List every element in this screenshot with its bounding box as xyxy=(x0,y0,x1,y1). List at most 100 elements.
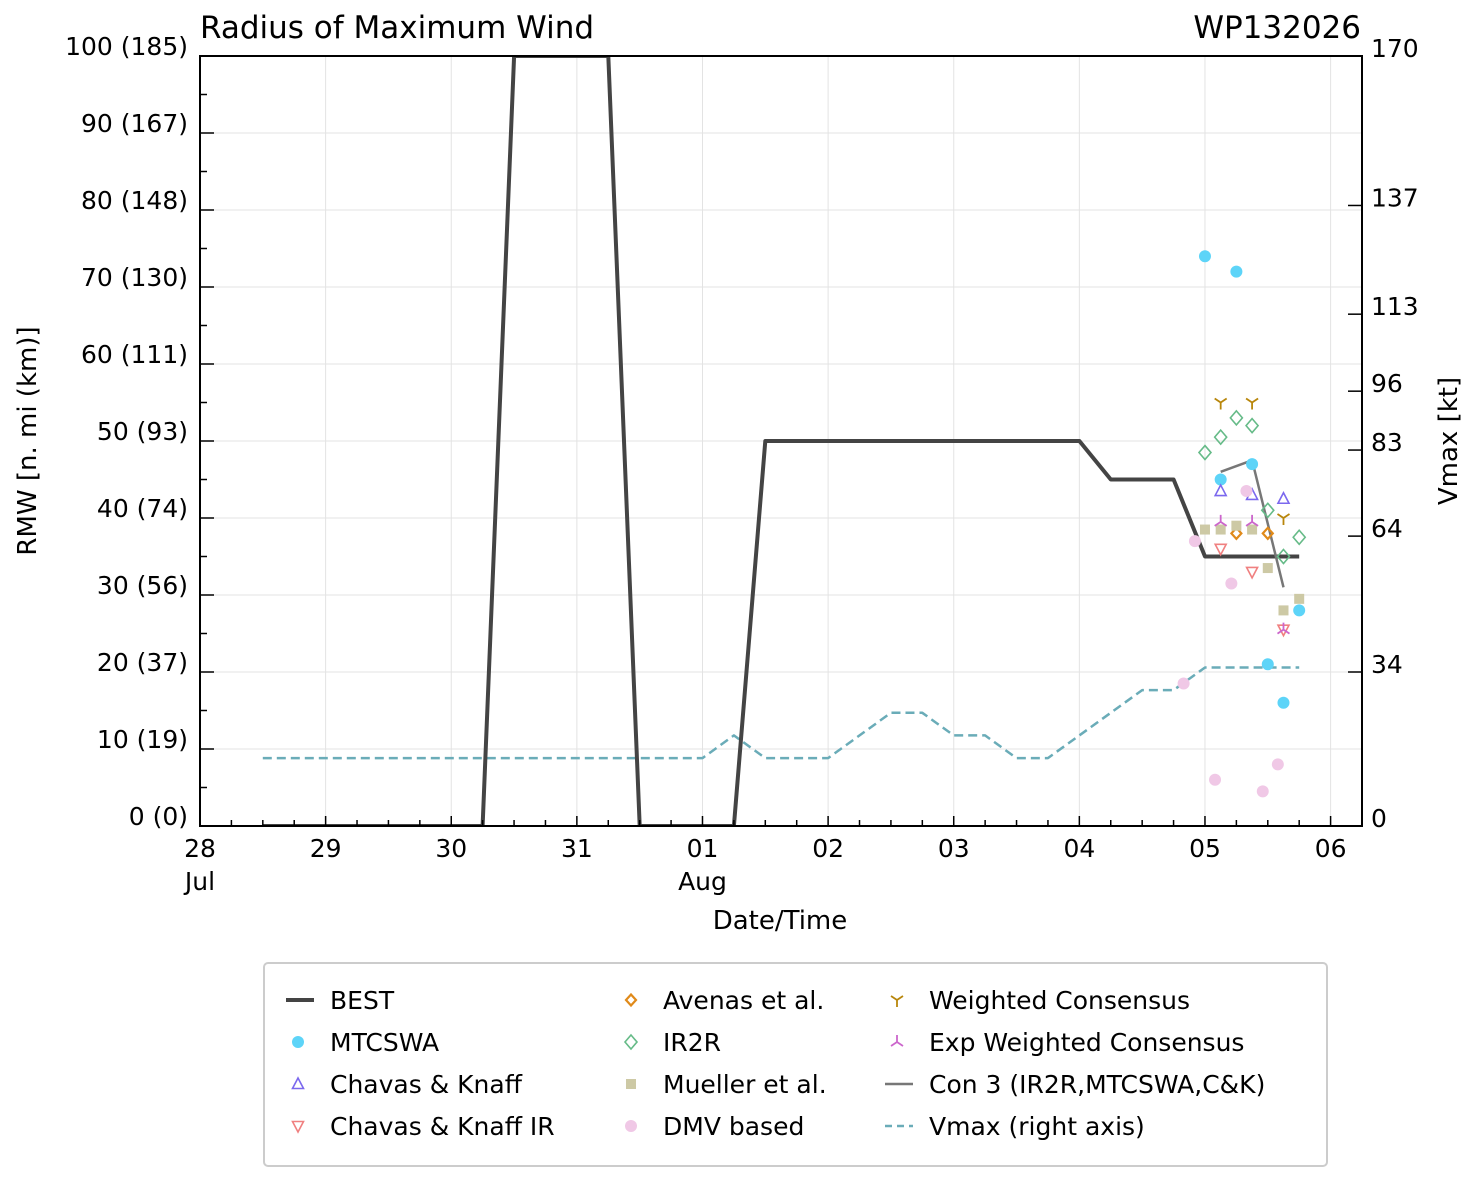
x-tick-label: 31 xyxy=(561,834,593,863)
legend-label: Exp Weighted Consensus xyxy=(929,1028,1244,1057)
marker-avenas-et-al xyxy=(1261,526,1275,541)
x-axis-label: Date/Time xyxy=(713,906,848,936)
y-tick-label: 20 (37) xyxy=(97,648,188,677)
marker-ir2r xyxy=(1245,417,1260,434)
marker-ir2r xyxy=(1292,529,1307,546)
legend-label: DMV based xyxy=(663,1112,804,1141)
legend-swatch-marker xyxy=(291,1120,305,1134)
y2-tick-label: 113 xyxy=(1371,292,1419,321)
y2-tick-label: 64 xyxy=(1371,514,1403,543)
y2-tick-label: 34 xyxy=(1371,650,1403,679)
legend-swatch-marker xyxy=(625,1120,637,1132)
x-tick-label: 06 xyxy=(1315,834,1347,863)
x-tick-label: 03 xyxy=(938,834,970,863)
marker-exp-weighted-consensus xyxy=(1214,514,1228,527)
legend-label: Weighted Consensus xyxy=(929,986,1190,1015)
legend-swatch-marker xyxy=(291,1076,305,1090)
x-tick-label: 29 xyxy=(310,834,342,863)
marker-weighted-consensus xyxy=(1276,513,1290,525)
marker-mueller-et-al xyxy=(1215,524,1226,535)
x-tick-label: 04 xyxy=(1063,834,1095,863)
marker-dmv-based xyxy=(1209,773,1222,786)
y-tick-label: 80 (148) xyxy=(81,186,188,215)
legend-item-ir2r: IR2R xyxy=(623,1028,721,1057)
legend-item-best: BEST xyxy=(286,986,395,1015)
series-chavas-knaff xyxy=(1213,483,1291,505)
y-tick-label: 50 (93) xyxy=(97,417,188,446)
series-line-best xyxy=(262,56,1300,826)
y2-tick-label: 0 xyxy=(1371,804,1387,833)
legend-swatch-marker xyxy=(890,1035,904,1047)
legend-item-avenas-et-al: Avenas et al. xyxy=(624,986,824,1015)
marker-dmv-based xyxy=(1188,535,1201,548)
marker-mtcswa xyxy=(1246,458,1259,471)
legend-item-chavas-knaff-ir: Chavas & Knaff IR xyxy=(291,1112,555,1141)
series-mtcswa xyxy=(1198,250,1306,709)
y2-tick-label: 137 xyxy=(1371,183,1419,212)
storm-id: WP132026 xyxy=(1193,10,1361,46)
x-tick-sublabel: Aug xyxy=(678,867,727,896)
x-tick-label: 28 xyxy=(184,834,216,863)
legend-swatch-marker xyxy=(624,992,638,1008)
y-tick-label: 60 (111) xyxy=(81,340,188,369)
legend-item-mtcswa: MTCSWA xyxy=(292,1028,439,1057)
marker-mueller-et-al xyxy=(1199,524,1210,535)
marker-exp-weighted-consensus xyxy=(1245,514,1259,527)
y2-tick-label: 170 xyxy=(1371,34,1419,63)
y2-axis-label: Vmax [kt] xyxy=(1434,377,1464,505)
series-dmv-based xyxy=(1177,485,1284,798)
marker-mtcswa xyxy=(1230,265,1243,278)
y-tick-label: 30 (56) xyxy=(97,571,188,600)
x-tick-label: 05 xyxy=(1189,834,1221,863)
y-tick-label: 0 (0) xyxy=(129,802,188,831)
series-con-3-ir2r-mtcswa-c-k xyxy=(1220,459,1285,588)
legend-label: Avenas et al. xyxy=(663,986,824,1015)
marker-chavas-knaff xyxy=(1213,483,1228,497)
marker-avenas-et-al xyxy=(1229,526,1243,541)
series-line-vmax-right-axis xyxy=(262,666,1300,760)
y-tick-label: 90 (167) xyxy=(81,109,188,138)
marker-mtcswa xyxy=(1261,658,1274,671)
legend-swatch-marker xyxy=(890,995,904,1007)
y-tick-label: 100 (185) xyxy=(65,32,188,61)
legend-label: Con 3 (IR2R,MTCSWA,C&K) xyxy=(929,1070,1265,1099)
legend-label: MTCSWA xyxy=(330,1028,439,1057)
marker-mtcswa xyxy=(1277,696,1290,709)
marker-weighted-consensus xyxy=(1214,397,1228,410)
series-best xyxy=(262,56,1300,826)
series-ir2r xyxy=(1197,409,1307,565)
legend-item-chavas-knaff: Chavas & Knaff xyxy=(291,1070,523,1099)
legend-item-weighted-consensus: Weighted Consensus xyxy=(890,986,1190,1015)
marker-mueller-et-al xyxy=(1231,520,1242,531)
legend-label: Mueller et al. xyxy=(663,1070,827,1099)
marker-mtcswa xyxy=(1214,473,1227,486)
marker-ir2r xyxy=(1197,444,1213,461)
marker-dmv-based xyxy=(1240,485,1253,498)
series-mueller-et-al xyxy=(1199,520,1305,616)
marker-exp-weighted-consensus xyxy=(1276,622,1290,635)
plot-series xyxy=(262,56,1307,826)
marker-mtcswa xyxy=(1198,250,1211,263)
y2-tick-label: 83 xyxy=(1371,428,1403,457)
legend-swatch-marker xyxy=(623,1033,639,1051)
y-tick-label: 10 (19) xyxy=(97,725,188,754)
marker-ir2r xyxy=(1229,409,1244,427)
legend-item-vmax-right-axis: Vmax (right axis) xyxy=(885,1112,1145,1141)
y-tick-label: 40 (74) xyxy=(97,494,188,523)
marker-mueller-et-al xyxy=(1262,563,1273,574)
legend-swatch-marker xyxy=(626,1079,636,1089)
legend-item-exp-weighted-consensus: Exp Weighted Consensus xyxy=(890,1028,1244,1057)
legend-label: BEST xyxy=(330,986,395,1015)
marker-mtcswa xyxy=(1293,604,1306,617)
legend-label: IR2R xyxy=(663,1028,721,1057)
series-vmax-right-axis xyxy=(262,666,1300,760)
marker-dmv-based xyxy=(1177,677,1190,690)
series-line-con-3-ir2r-mtcswa-c-k xyxy=(1220,459,1285,588)
legend-box xyxy=(263,962,1328,1167)
x-tick-label: 02 xyxy=(812,834,844,863)
series-exp-weighted-consensus xyxy=(1214,514,1290,635)
marker-mueller-et-al xyxy=(1247,524,1258,535)
series-avenas-et-al xyxy=(1229,526,1275,541)
legend-label: Chavas & Knaff xyxy=(330,1070,523,1099)
x-tick-label: 30 xyxy=(435,834,467,863)
